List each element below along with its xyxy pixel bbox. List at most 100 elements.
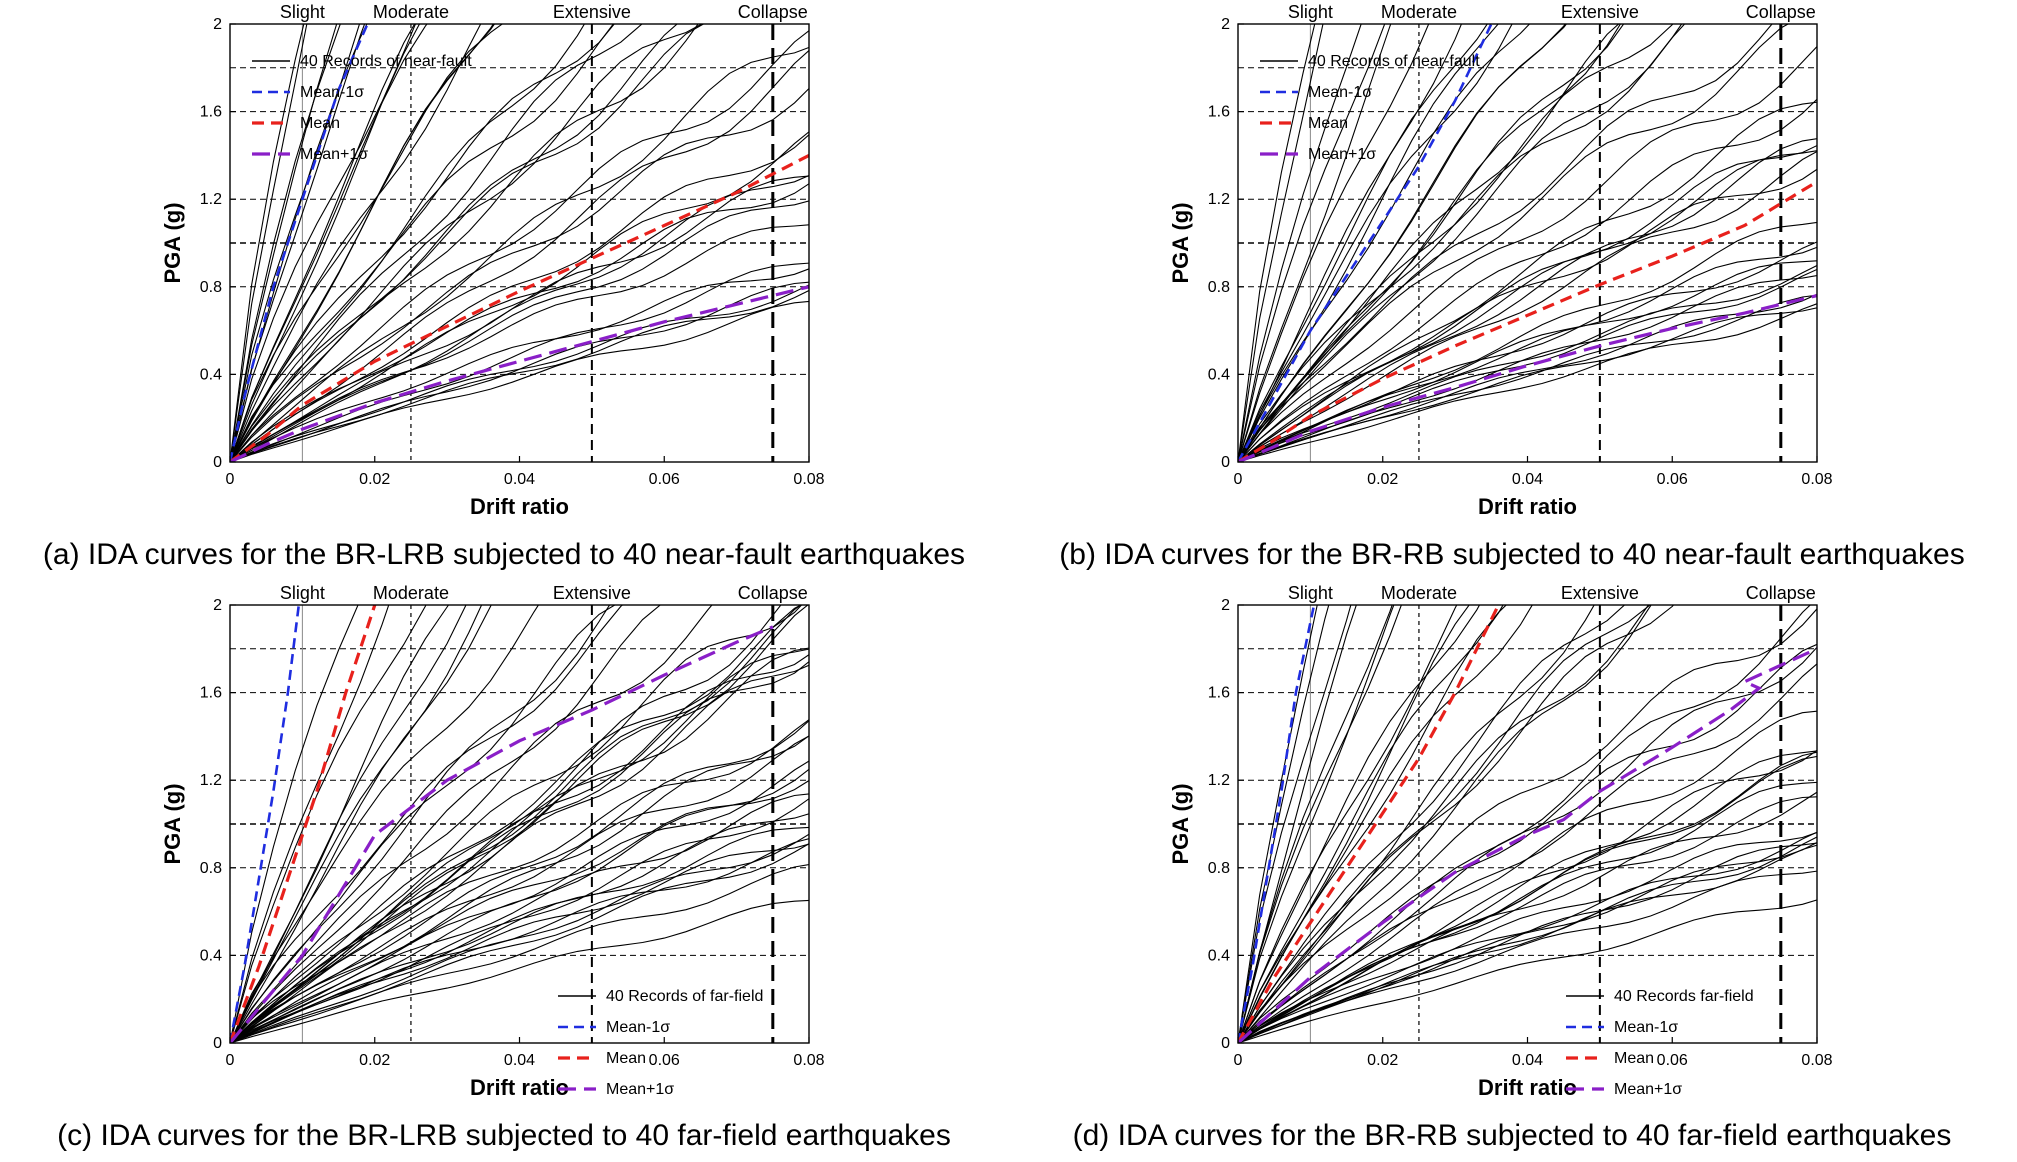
series-line-mean-plus-sigma	[230, 625, 774, 1043]
ida-record-curve	[230, 760, 809, 1043]
y-tick-label: 1.2	[1208, 772, 1230, 789]
ida-records-group	[1238, 605, 1817, 1043]
ida-record-curve	[1238, 831, 1817, 1043]
ida-record-curve	[230, 134, 809, 462]
series-line-mean	[1238, 605, 1500, 1043]
ida-record-curve	[230, 605, 450, 1043]
ida-record-curve	[1238, 750, 1817, 1043]
y-tick-label: 2	[1221, 597, 1230, 614]
caption-c: (c) IDA curves for the BR-LRB subjected …	[57, 1119, 951, 1152]
ida-record-curve	[230, 24, 643, 462]
ida-record-curve	[1238, 294, 1817, 462]
y-tick-label: 0	[1221, 1035, 1230, 1052]
ida-record-curve	[230, 605, 492, 1043]
damage-state-label-collapse: Collapse	[1746, 2, 1816, 22]
ida-record-curve	[230, 605, 611, 1043]
y-tick-label: 1.2	[200, 191, 222, 208]
x-tick-label: 0.02	[1367, 471, 1398, 488]
ida-record-curve	[1238, 24, 1625, 462]
x-tick-label: 0.06	[649, 1052, 680, 1069]
damage-state-label-slight: Slight	[1288, 2, 1333, 22]
ida-record-curve	[1238, 751, 1817, 1043]
x-axis-title: Drift ratio	[1478, 1075, 1577, 1100]
ida-record-curve	[1238, 605, 1481, 1043]
legend-label: Mean+1σ	[1308, 146, 1376, 163]
ida-record-curve	[230, 24, 417, 462]
legend-label: Mean+1σ	[606, 1081, 674, 1098]
ida-record-curve	[230, 24, 421, 462]
damage-state-label-moderate: Moderate	[1381, 2, 1457, 22]
ida-record-curve	[1238, 605, 1395, 1043]
damage-state-label-collapse: Collapse	[738, 583, 808, 603]
y-tick-label: 0	[1221, 454, 1230, 471]
ida-record-curve	[1238, 101, 1817, 462]
caption-a: (a) IDA curves for the BR-LRB subjected …	[42, 538, 966, 571]
y-tick-label: 1.6	[1208, 685, 1230, 702]
x-tick-label: 0.06	[1657, 1052, 1688, 1069]
ida-record-curve	[1238, 221, 1817, 462]
y-axis-title: PGA (g)	[1168, 783, 1193, 864]
ida-record-curve	[230, 183, 809, 462]
x-tick-label: 0.02	[359, 1052, 390, 1069]
y-tick-label: 1.6	[200, 104, 222, 121]
ida-record-curve	[230, 654, 809, 1043]
ida-record-curve	[1238, 24, 1513, 462]
y-tick-label: 0.8	[200, 860, 222, 877]
ida-record-curve	[1238, 605, 1470, 1043]
ida-record-curve	[230, 174, 809, 462]
ida-record-curve	[1238, 605, 1402, 1043]
ida-record-curve	[1238, 307, 1817, 462]
ida-record-curve	[230, 46, 809, 462]
ida-record-curve	[230, 664, 809, 1043]
ida-record-curve	[1238, 608, 1817, 1043]
ida-record-curve	[1238, 24, 1531, 462]
ida-record-curve	[230, 24, 341, 462]
damage-state-label-moderate: Moderate	[1381, 583, 1457, 603]
damage-state-label-moderate: Moderate	[373, 583, 449, 603]
ida-record-curve	[1238, 24, 1499, 462]
panel-a: Slight Moderate Extensive Collapse 0 0.02 0.04…	[0, 0, 1008, 581]
legend-label: 40 Records far-field	[1614, 988, 1754, 1005]
ida-record-curve	[1238, 663, 1817, 1043]
y-axis-title: PGA (g)	[160, 202, 185, 283]
y-tick-label: 0.8	[200, 279, 222, 296]
ida-record-curve	[1238, 605, 1595, 1043]
x-tick-label: 0.08	[793, 1052, 824, 1069]
ida-record-curve	[1238, 605, 1533, 1043]
ida-record-curve	[1238, 605, 1357, 1043]
legend-label: Mean	[300, 115, 340, 132]
ida-record-curve	[1238, 24, 1622, 462]
x-tick-label: 0	[1234, 471, 1243, 488]
legend-label: Mean-1σ	[1614, 1019, 1678, 1036]
ida-record-curve	[1238, 24, 1773, 462]
ida-record-curve	[1238, 605, 1652, 1043]
x-tick-label: 0.04	[1512, 1052, 1543, 1069]
ida-record-curve	[230, 24, 504, 462]
damage-state-label-slight: Slight	[280, 2, 325, 22]
ida-record-curve	[1238, 643, 1817, 1043]
ida-record-curve	[230, 24, 699, 462]
series-line-mean	[230, 153, 809, 462]
ida-record-curve	[230, 768, 809, 1043]
y-tick-label: 1.6	[1208, 104, 1230, 121]
ida-chart-b: Slight Moderate Extensive Collapse 0 0.02 0.04…	[1168, 2, 1833, 519]
ida-records-group	[230, 605, 809, 1043]
ida-record-curve	[230, 735, 809, 1043]
series-line-mean	[230, 605, 377, 1043]
x-tick-label: 0.02	[359, 471, 390, 488]
ida-record-curve	[1238, 24, 1674, 462]
ida-record-curve	[230, 661, 809, 1043]
y-tick-label: 0.4	[200, 947, 222, 964]
ida-record-curve	[1238, 605, 1812, 1043]
ida-record-curve	[230, 24, 615, 462]
ida-record-curve	[230, 605, 616, 1043]
ida-record-curve	[1238, 841, 1817, 1043]
ida-record-curve	[1238, 899, 1817, 1043]
ida-record-curve	[230, 24, 482, 462]
ida-record-curve	[230, 813, 809, 1043]
series-line-mean-minus-sigma	[1238, 605, 1316, 1043]
panel-b: Slight Moderate Extensive Collapse 0 0.02 0.04…	[1008, 0, 2016, 581]
damage-state-label-slight: Slight	[280, 583, 325, 603]
damage-state-label-extensive: Extensive	[553, 2, 631, 22]
ida-record-curve	[1238, 24, 1463, 462]
